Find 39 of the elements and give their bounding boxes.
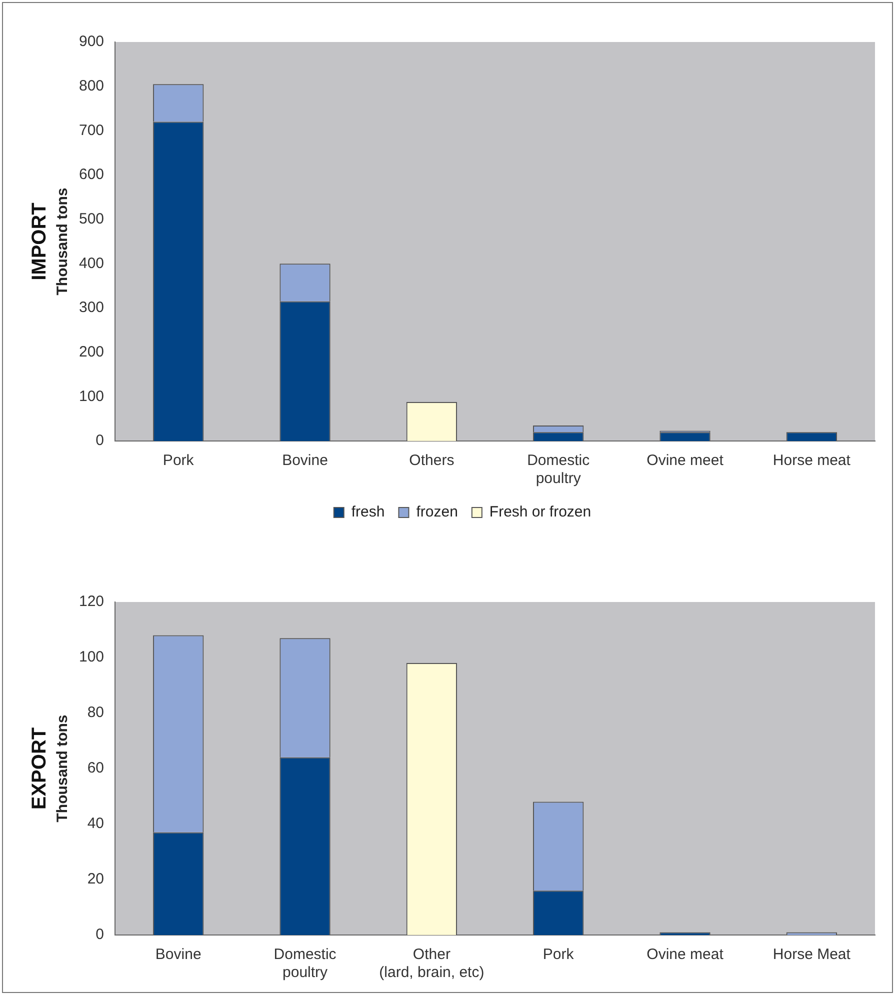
y-tick-label: 300: [78, 299, 104, 316]
x-tick-label: Bovine: [282, 452, 328, 470]
y-tick-label: 900: [78, 33, 104, 50]
x-tick-label: Horse meat: [772, 452, 852, 470]
y-tick-label: 100: [78, 648, 104, 666]
y-tick-label: 20: [87, 870, 104, 888]
category-label: (lard, brain, etc): [379, 964, 484, 982]
category-label: poultry: [536, 470, 581, 488]
category-label: Domestic: [274, 946, 336, 964]
y-tick-label: 0: [96, 926, 104, 944]
y-tick-label: 600: [78, 166, 104, 184]
x-tick-label: Bovine: [155, 946, 202, 964]
category-label: poultry: [282, 964, 328, 982]
y-tick-label: 80: [87, 704, 104, 722]
y-axis-title: Thousand tons: [54, 188, 72, 296]
y-tick-label: 800: [78, 77, 104, 94]
y-tick-label: 700: [78, 122, 104, 139]
text: IMPORT: [28, 202, 51, 280]
y-tick-label: 500: [78, 210, 104, 228]
y-tick-label: 200: [78, 343, 104, 360]
y-tick-label: 40: [87, 815, 104, 832]
category-label: Domestic: [527, 452, 590, 470]
x-tick-label: Horse Meat: [772, 946, 852, 964]
x-tick-label: Others: [409, 452, 454, 470]
y-tick-label: 400: [78, 254, 104, 272]
x-tick-label: Pork: [542, 946, 574, 964]
y-tick-label: 100: [78, 388, 104, 405]
y-tick-label: 120: [78, 593, 104, 610]
category-label: Other: [412, 946, 450, 964]
y-axis-title: Thousand tons: [54, 714, 72, 822]
legend-label: frozen: [416, 504, 458, 521]
x-tick-label: Ovine meat: [646, 946, 724, 964]
legend-label: Fresh or frozen: [489, 504, 592, 521]
x-tick-label: Pork: [162, 452, 194, 470]
y-tick-label: 0: [96, 432, 104, 450]
y-tick-label: 60: [87, 760, 104, 777]
text: EXPORT: [28, 727, 51, 810]
x-tick-label: Ovine meet: [646, 452, 724, 470]
legend-label: fresh: [351, 504, 385, 521]
